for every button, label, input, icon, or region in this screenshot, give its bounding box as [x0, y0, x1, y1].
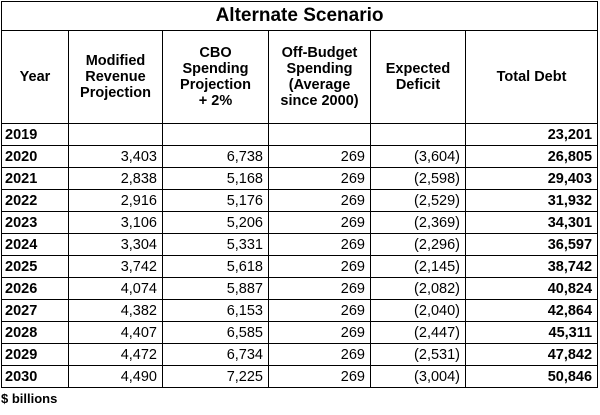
- data-row: 2024 3,304 5,331 269 (2,296) 36,597: [1, 233, 599, 256]
- value-cell: 50,846: [464, 365, 599, 388]
- value-cell: 269: [268, 277, 371, 300]
- value-cell: 3,742: [68, 255, 163, 278]
- column-header: Off-Budget Spending (Average since 2000): [268, 30, 371, 124]
- value-cell: 269: [268, 299, 371, 322]
- year-cell: 2024: [1, 233, 69, 256]
- value-cell: 269: [268, 321, 371, 344]
- column-header: Expected Deficit: [370, 30, 466, 124]
- value-cell: 269: [268, 343, 371, 366]
- value-cell: 40,824: [464, 277, 599, 300]
- value-cell: (2,531): [370, 343, 466, 366]
- value-cell: 47,842: [464, 343, 599, 366]
- value-cell: 269: [268, 365, 371, 388]
- value-cell: 4,490: [68, 365, 163, 388]
- value-cell: (2,447): [370, 321, 466, 344]
- year-cell: 2025: [1, 255, 69, 278]
- data-row: 2025 3,742 5,618 269 (2,145) 38,742: [1, 255, 599, 278]
- data-row: 2019 23,201: [1, 123, 599, 146]
- value-cell: 6,738: [162, 145, 269, 168]
- value-cell: 5,331: [162, 233, 269, 256]
- value-cell: 269: [268, 211, 371, 234]
- value-cell: 36,597: [464, 233, 599, 256]
- value-cell: 5,887: [162, 277, 269, 300]
- data-row: 2029 4,472 6,734 269 (2,531) 47,842: [1, 343, 599, 366]
- value-cell: 5,176: [162, 189, 269, 212]
- value-cell: 45,311: [464, 321, 599, 344]
- year-cell: 2022: [1, 189, 69, 212]
- value-cell: 5,618: [162, 255, 269, 278]
- column-header: Modified Revenue Projection: [68, 30, 163, 124]
- footnote: $ billions: [1, 391, 58, 406]
- value-cell: 3,106: [68, 211, 163, 234]
- year-cell: 2027: [1, 299, 69, 322]
- value-cell: 269: [268, 255, 371, 278]
- year-cell: 2019: [1, 123, 69, 146]
- value-cell: (2,598): [370, 167, 466, 190]
- value-cell: 269: [268, 189, 371, 212]
- value-cell: 5,168: [162, 167, 269, 190]
- value-cell: 34,301: [464, 211, 599, 234]
- value-cell: [370, 123, 466, 146]
- value-cell: (3,004): [370, 365, 466, 388]
- column-header: CBO Spending Projection + 2%: [162, 30, 269, 124]
- value-cell: 4,472: [68, 343, 163, 366]
- data-row: 2023 3,106 5,206 269 (2,369) 34,301: [1, 211, 599, 234]
- data-row: 2026 4,074 5,887 269 (2,082) 40,824: [1, 277, 599, 300]
- year-cell: 2030: [1, 365, 69, 388]
- value-cell: 29,403: [464, 167, 599, 190]
- value-cell: [268, 123, 371, 146]
- value-cell: (2,082): [370, 277, 466, 300]
- value-cell: (2,145): [370, 255, 466, 278]
- value-cell: 23,201: [464, 123, 599, 146]
- value-cell: 2,916: [68, 189, 163, 212]
- value-cell: 6,734: [162, 343, 269, 366]
- header-row: Year Modified Revenue Projection CBO Spend…: [1, 30, 599, 124]
- data-row: 2028 4,407 6,585 269 (2,447) 45,311: [1, 321, 599, 344]
- data-row: 2021 2,838 5,168 269 (2,598) 29,403: [1, 167, 599, 190]
- value-cell: 38,742: [464, 255, 599, 278]
- year-cell: 2026: [1, 277, 69, 300]
- scenario-table: Alternate Scenario Year Modified Revenue …: [0, 1, 599, 388]
- value-cell: 4,074: [68, 277, 163, 300]
- data-row: 2027 4,382 6,153 269 (2,040) 42,864: [1, 299, 599, 322]
- value-cell: (2,040): [370, 299, 466, 322]
- table-container: Alternate Scenario Year Modified Revenue …: [0, 1, 599, 406]
- year-cell: 2028: [1, 321, 69, 344]
- value-cell: 5,206: [162, 211, 269, 234]
- year-cell: 2029: [1, 343, 69, 366]
- year-cell: 2021: [1, 167, 69, 190]
- data-row: 2020 3,403 6,738 269 (3,604) 26,805: [1, 145, 599, 168]
- value-cell: 6,585: [162, 321, 269, 344]
- column-header: Total Debt: [464, 30, 599, 124]
- value-cell: 42,864: [464, 299, 599, 322]
- value-cell: 269: [268, 233, 371, 256]
- value-cell: 4,407: [68, 321, 163, 344]
- value-cell: 6,153: [162, 299, 269, 322]
- value-cell: (2,529): [370, 189, 466, 212]
- value-cell: 269: [268, 145, 371, 168]
- value-cell: [68, 123, 163, 146]
- value-cell: (3,604): [370, 145, 466, 168]
- data-row: 2022 2,916 5,176 269 (2,529) 31,932: [1, 189, 599, 212]
- table-body: 2019 23,201 2020 3,403 6,738 269 (3,604) 26,805…: [1, 123, 599, 388]
- value-cell: 7,225: [162, 365, 269, 388]
- year-cell: 2020: [1, 145, 69, 168]
- value-cell: 4,382: [68, 299, 163, 322]
- data-row: 2030 4,490 7,225 269 (3,004) 50,846: [1, 365, 599, 388]
- value-cell: 3,403: [68, 145, 163, 168]
- column-header: Year: [1, 30, 69, 124]
- value-cell: 31,932: [464, 189, 599, 212]
- value-cell: 3,304: [68, 233, 163, 256]
- value-cell: 26,805: [464, 145, 599, 168]
- year-cell: 2023: [1, 211, 69, 234]
- value-cell: 269: [268, 167, 371, 190]
- value-cell: 2,838: [68, 167, 163, 190]
- table-title: Alternate Scenario: [0, 1, 599, 31]
- value-cell: (2,296): [370, 233, 466, 256]
- value-cell: (2,369): [370, 211, 466, 234]
- value-cell: [162, 123, 269, 146]
